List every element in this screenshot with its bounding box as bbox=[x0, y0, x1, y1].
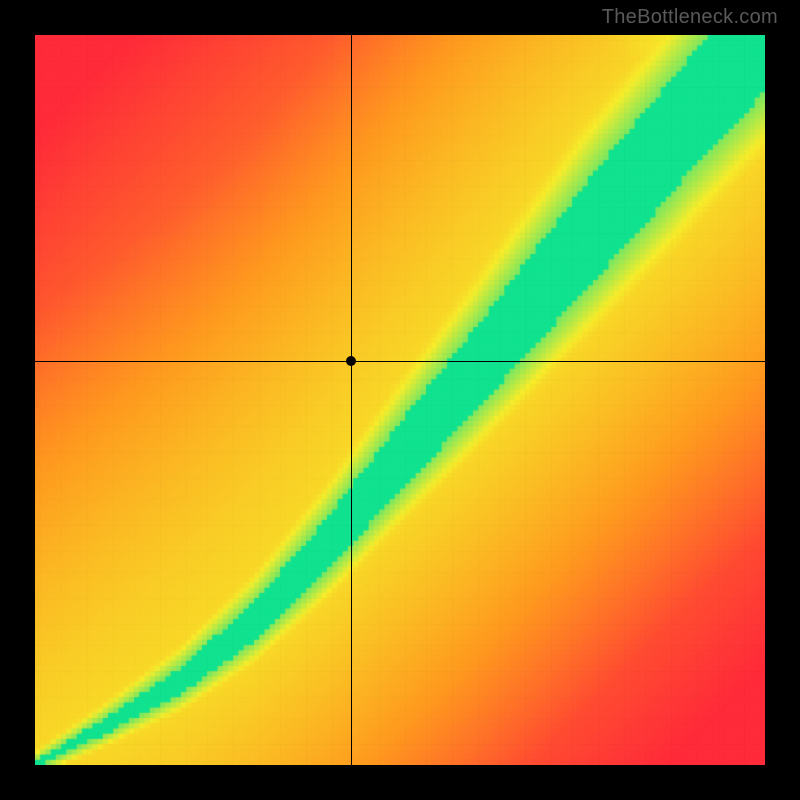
crosshair-vertical bbox=[351, 35, 352, 765]
data-point-marker bbox=[346, 356, 356, 366]
watermark-text: TheBottleneck.com bbox=[602, 6, 778, 29]
heatmap-plot bbox=[35, 35, 765, 765]
heatmap-canvas bbox=[35, 35, 765, 765]
crosshair-horizontal bbox=[35, 361, 765, 362]
